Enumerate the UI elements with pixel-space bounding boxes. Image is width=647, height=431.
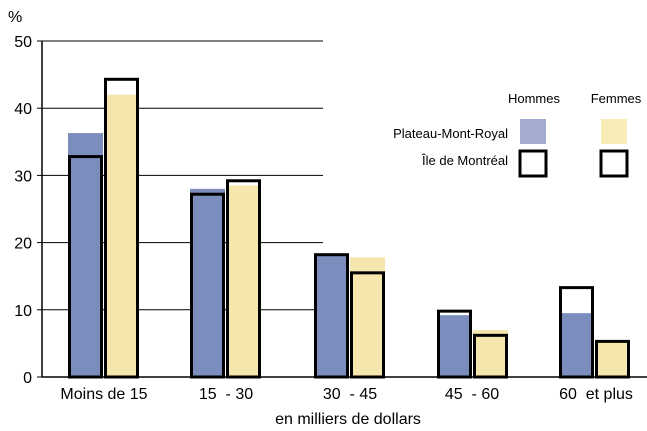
bar-plateau-hommes — [190, 188, 225, 377]
y-tick-label: 30 — [14, 168, 32, 185]
bar-plateau-femmes — [473, 329, 508, 377]
legend-swatch-montreal-hommes — [518, 149, 548, 178]
bar-plateau-hommes — [437, 315, 472, 377]
legend-swatch-plateau-femmes — [601, 119, 627, 144]
bar-plateau-hommes — [68, 133, 103, 377]
y-tick-label: 10 — [14, 303, 32, 320]
legend-swatch-plateau-hommes — [520, 119, 546, 144]
x-tick-label: 45 - 60 — [445, 386, 499, 403]
bar-plateau-femmes — [226, 185, 261, 377]
bar-plateau-femmes — [595, 341, 630, 377]
y-axis-unit-label: % — [8, 9, 22, 26]
legend-swatch-montreal-femmes — [599, 149, 629, 178]
y-tick-label: 40 — [14, 101, 32, 118]
legend: Hommes Femmes Plateau-Mont-Royal Île de … — [393, 91, 642, 178]
x-tick-label: Moins de 15 — [60, 386, 147, 403]
bar-plateau-hommes — [314, 254, 349, 377]
y-tick-label: 20 — [14, 236, 32, 253]
bar-plateau-femmes — [104, 94, 139, 377]
y-tick-label: 50 — [14, 34, 32, 51]
bar-plateau-hommes — [559, 313, 594, 377]
bars — [68, 77, 630, 379]
x-tick-label: 60 et plus — [559, 386, 633, 403]
x-tick-labels: Moins de 15 15 - 30 30 - 45 45 - 60 60 et pl… — [60, 386, 633, 403]
x-tick-label: 30 - 45 — [323, 386, 377, 403]
legend-column-hommes: Hommes — [508, 91, 561, 106]
legend-column-femmes: Femmes — [591, 91, 642, 106]
x-tick-label: 15 - 30 — [199, 386, 253, 403]
x-axis-title: en milliers de dollars — [275, 411, 421, 428]
y-tick-labels: 0 10 20 30 40 50 — [14, 34, 32, 387]
bar-plateau-femmes — [350, 257, 385, 377]
legend-row-plateau: Plateau-Mont-Royal — [393, 126, 508, 141]
y-tick-label: 0 — [23, 370, 32, 387]
axes — [41, 41, 647, 378]
legend-row-montreal: Île de Montréal — [421, 153, 508, 168]
